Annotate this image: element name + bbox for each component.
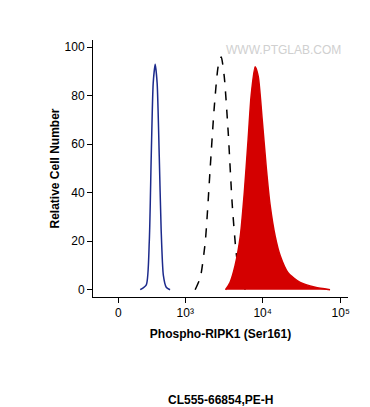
svg-text:10⁴: 10⁴	[253, 306, 272, 320]
svg-text:10⁵: 10⁵	[332, 306, 350, 320]
svg-text:100: 100	[65, 40, 85, 54]
svg-text:0: 0	[78, 283, 85, 297]
svg-text:CL555-66854,PE-H: CL555-66854,PE-H	[168, 393, 273, 407]
svg-text:60: 60	[71, 137, 85, 151]
svg-text:0: 0	[115, 306, 122, 320]
svg-text:40: 40	[71, 186, 85, 200]
svg-text:Phospho-RIPK1 (Ser161): Phospho-RIPK1 (Ser161)	[150, 327, 291, 341]
svg-text:10³: 10³	[177, 306, 194, 320]
svg-text:Relative Cell Number: Relative Cell Number	[48, 108, 62, 228]
svg-text:WWW.PTGLAB.COM: WWW.PTGLAB.COM	[226, 43, 341, 57]
svg-text:20: 20	[71, 234, 85, 248]
svg-text:80: 80	[71, 89, 85, 103]
